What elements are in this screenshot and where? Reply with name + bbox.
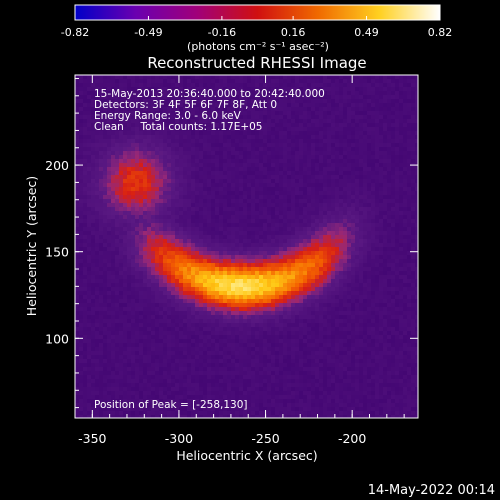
y-tick-label: 100	[45, 331, 69, 346]
annotation-energy-range: Energy Range: 3.0 - 6.0 keV	[94, 110, 242, 122]
y-tick-label: 200	[45, 158, 69, 173]
heatmap-image	[75, 75, 418, 418]
x-tick-label: -250	[251, 431, 279, 446]
plot-frame	[74, 74, 419, 419]
annotation-peak-position: Position of Peak = [-258,130]	[94, 399, 248, 411]
x-axis: -350 -300 -250 -200	[74, 75, 405, 446]
colorbar-tick-label: -0.82	[61, 26, 89, 39]
chart-title: Reconstructed RHESSI Image	[147, 54, 366, 72]
colorbar-tick-label: 0.16	[281, 26, 306, 39]
colorbar-tick-label: 0.82	[428, 26, 453, 39]
annotation-time-range: 15-May-2013 20:36:40.000 to 20:42:40.000	[94, 88, 325, 100]
footer-date: 14-May-2022 00:14	[368, 483, 495, 498]
y-axis: 100 150 200	[45, 77, 418, 409]
colorbar-tick-label: 0.49	[354, 26, 379, 39]
x-axis-label: Heliocentric X (arcsec)	[176, 448, 317, 463]
annotation-clean-counts: Clean Total counts: 1.17E+05	[94, 121, 263, 133]
y-tick-label: 150	[45, 245, 69, 260]
colorbar-ticks: -0.82 -0.49 -0.16 0.16 0.49 0.82	[61, 16, 452, 39]
y-axis-label: Heliocentric Y (arcsec)	[24, 176, 39, 316]
colorbar-tick-label: -0.16	[208, 26, 236, 39]
x-tick-label: -300	[165, 431, 193, 446]
colorbar	[74, 4, 441, 21]
annotation-detectors: Detectors: 3F 4F 5F 6F 7F 8F, Att 0	[94, 99, 277, 111]
x-tick-label: -350	[78, 431, 106, 446]
colorbar-unit-label: (photons cm⁻² s⁻¹ asec⁻²)	[187, 40, 329, 53]
x-tick-label: -200	[338, 431, 366, 446]
colorbar-tick-label: -0.49	[134, 26, 162, 39]
